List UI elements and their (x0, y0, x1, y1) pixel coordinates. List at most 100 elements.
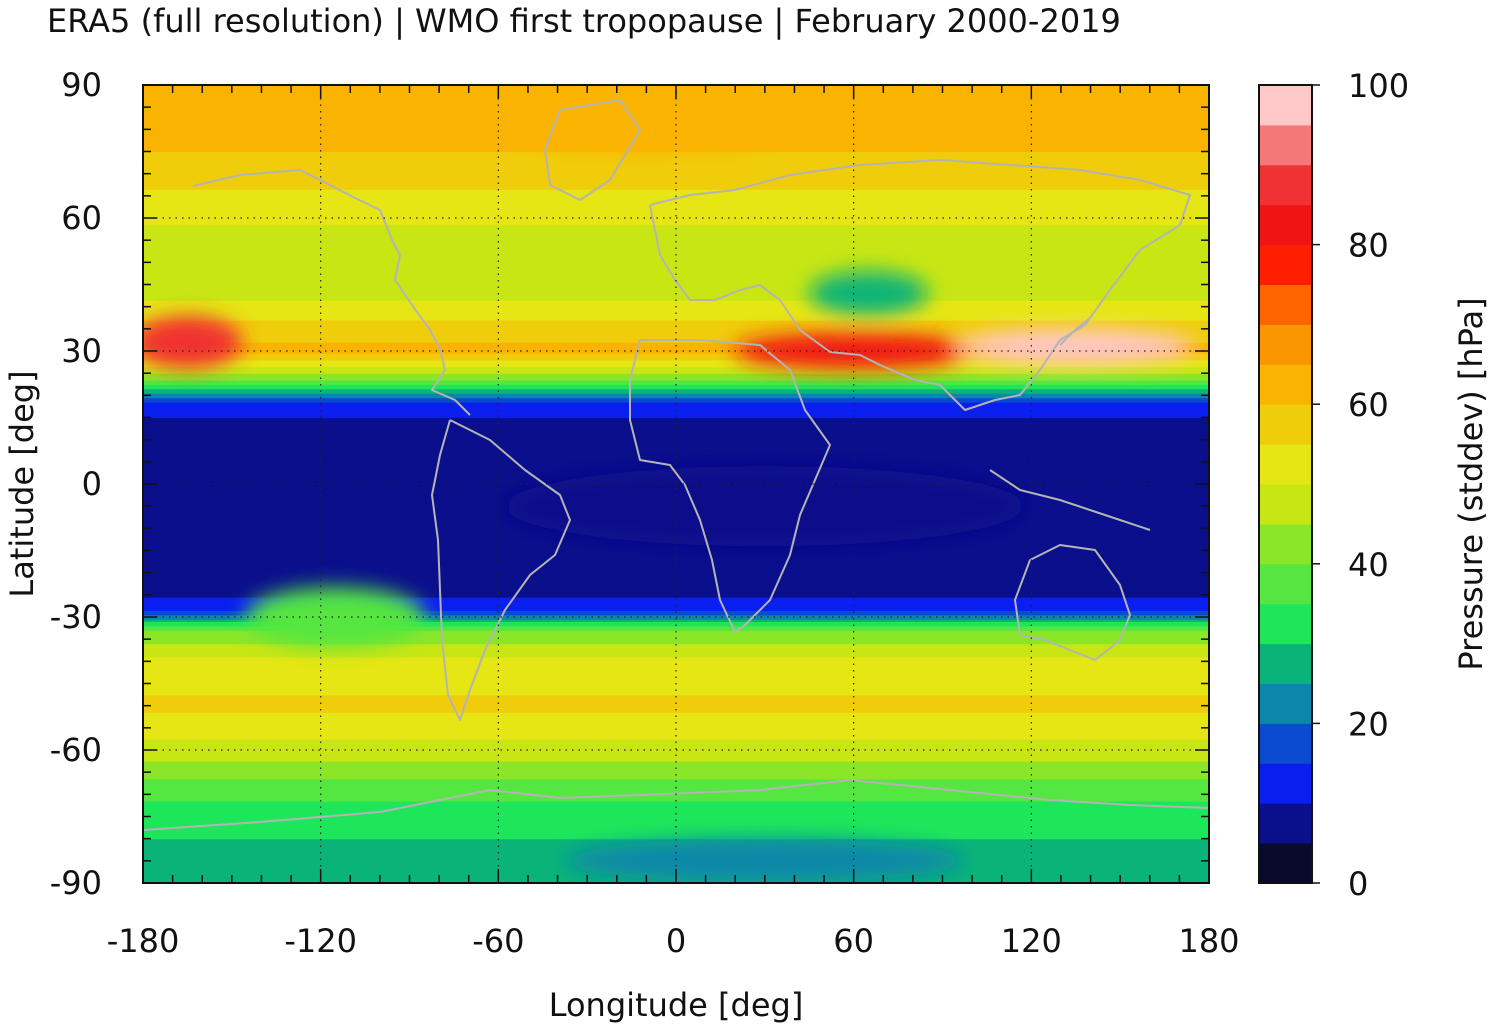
field-band (143, 368, 1209, 372)
field-band (143, 789, 1209, 793)
field-band (143, 377, 1209, 381)
field-band (143, 209, 1209, 212)
field-band (143, 242, 1209, 246)
field-band (143, 304, 1209, 308)
field-band (143, 769, 1209, 773)
field-band (143, 699, 1209, 702)
coastline-north-america (192, 169, 471, 416)
field-band (143, 384, 1209, 388)
field-band (143, 783, 1209, 787)
coastline-antarctica (143, 779, 1209, 831)
field-band (143, 202, 1209, 206)
y-tick-label: -30 (50, 598, 102, 636)
field-band (143, 601, 1209, 605)
x-tick-label: -180 (107, 922, 180, 960)
field-band (143, 160, 1209, 164)
field-band (143, 820, 1209, 824)
colorbar-tick-label: 0 (1348, 865, 1368, 903)
field-band (143, 284, 1209, 288)
field-band (143, 557, 1209, 560)
y-tick-label: 60 (61, 199, 102, 237)
field-band (143, 570, 1209, 574)
colorbar-cell (1259, 563, 1312, 605)
field-band (143, 319, 1209, 323)
field-band (143, 641, 1209, 645)
field-band (143, 286, 1209, 290)
field-band (143, 184, 1209, 188)
field-band (143, 100, 1209, 104)
field-band (143, 399, 1209, 403)
y-axis: 90 60 30 0 -30 -60 -90 Latitude [deg] (3, 66, 102, 902)
field-band (143, 401, 1209, 405)
field-band (143, 667, 1209, 671)
field-band (143, 406, 1209, 410)
x-tick-label: -120 (284, 922, 357, 960)
colorbar-cell (1259, 723, 1312, 764)
field-band (143, 648, 1209, 651)
field-band (143, 597, 1209, 600)
field-band (143, 275, 1209, 279)
field-band (143, 151, 1209, 155)
field-band (143, 379, 1209, 383)
x-tick-label: 180 (1178, 922, 1239, 960)
plot-area (143, 85, 1209, 883)
axis-ticks (142, 84, 1210, 884)
field-band (143, 561, 1209, 565)
field-band (143, 153, 1209, 157)
field-band (143, 355, 1209, 359)
field-band (143, 681, 1209, 685)
field-band (143, 756, 1209, 760)
coastline-japan (1059, 317, 1091, 346)
field-band (143, 763, 1209, 767)
field-band (143, 213, 1209, 217)
field-band (143, 750, 1209, 753)
anomaly-blob (955, 328, 1196, 365)
colorbar-cell (1259, 204, 1312, 246)
field-band (143, 224, 1209, 228)
field-band (143, 466, 1209, 470)
field-band (143, 191, 1209, 195)
field-band (143, 781, 1209, 784)
x-tick-label: 60 (833, 922, 874, 960)
field-band (143, 625, 1209, 629)
field-band (143, 306, 1209, 310)
field-band (143, 255, 1209, 259)
field-band (143, 614, 1209, 618)
field-band (143, 776, 1209, 780)
field-band (143, 694, 1209, 698)
field-band (143, 251, 1209, 255)
x-tick-label: -60 (472, 922, 524, 960)
colorbar-cell (1259, 284, 1312, 325)
field-band (143, 189, 1209, 192)
field-band (143, 654, 1209, 658)
field-band (143, 736, 1209, 740)
field-band (143, 767, 1209, 771)
field-band (143, 308, 1209, 312)
colorbar-tick-label: 20 (1348, 705, 1389, 743)
field-band (143, 388, 1209, 392)
field-band (143, 359, 1209, 363)
field-band (143, 685, 1209, 689)
field-band (143, 322, 1209, 325)
colorbar-cell (1259, 244, 1312, 285)
field-band (143, 204, 1209, 208)
field-band (143, 164, 1209, 168)
field-band (143, 592, 1209, 596)
coastline-south-america (431, 419, 571, 721)
colorbar-tick-label: 40 (1348, 546, 1389, 584)
field-band (143, 393, 1209, 396)
field-band (143, 690, 1209, 693)
field-band (143, 577, 1209, 580)
field-band (143, 738, 1209, 742)
x-tick-label: 120 (1001, 922, 1062, 960)
colorbar-tick-label: 100 (1348, 67, 1409, 105)
anomaly-blob (504, 466, 1025, 547)
field-band (143, 244, 1209, 248)
field-band (143, 758, 1209, 762)
field-band (143, 386, 1209, 390)
field-band (143, 628, 1209, 631)
field-band (143, 222, 1209, 226)
field-band (143, 430, 1209, 434)
field-band (143, 794, 1209, 798)
field-band (143, 543, 1209, 547)
